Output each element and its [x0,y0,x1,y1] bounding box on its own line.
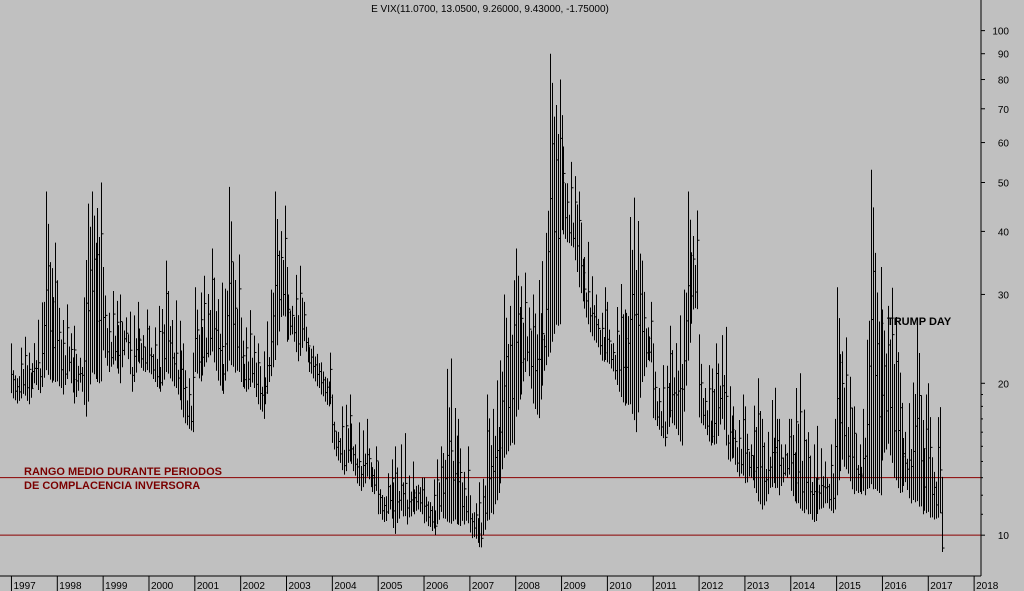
x-tick-label: 2018 [976,581,999,591]
x-tick-label: 2012 [701,581,724,591]
y-tick-label: 90 [998,50,1010,61]
x-tick-label: 2017 [930,581,953,591]
chart-title: E VIX(11.0700, 13.0500, 9.26000, 9.43000… [371,4,609,15]
x-tick-label: 2006 [426,581,449,591]
y-tick-label: 70 [998,105,1010,116]
x-tick-label: 1998 [59,581,82,591]
y-tick-label: 40 [998,227,1010,238]
x-tick-label: 2009 [564,581,587,591]
x-tick-label: 2014 [793,581,816,591]
x-tick-label: 2004 [334,581,357,591]
x-tick-label: 2016 [884,581,907,591]
ohlc-bars [11,53,945,553]
annotation-range-line2: DE COMPLACENCIA INVERSORA [24,480,200,492]
x-tick-label: 2015 [839,581,862,591]
x-tick-label: 2011 [655,581,677,591]
y-tick-label: 10 [998,531,1010,542]
x-tick-label: 2005 [380,581,403,591]
y-tick-label: 30 [998,290,1010,301]
y-tick-label: 20 [998,379,1010,390]
y-tick-label: 50 [998,179,1010,190]
y-tick-label: 100 [992,27,1009,38]
y-tick-label: 80 [998,76,1010,87]
x-tick-label: 2003 [289,581,312,591]
annotation-range-line1: RANGO MEDIO DURANTE PERIODOS [24,466,222,478]
x-tick-label: 2013 [747,581,770,591]
x-tick-label: 2000 [151,581,174,591]
x-tick-label: 1999 [105,581,128,591]
x-tick-label: 2010 [609,581,632,591]
x-tick-label: 2002 [243,581,266,591]
x-axis: 1997 1998 1999 2000 2001 2002 2003 2004 2005 2006… [10,576,999,591]
x-tick-label: 1997 [13,581,36,591]
x-tick-label: 2007 [472,581,495,591]
annotation-trump-day: TRUMP DAY [887,316,952,328]
y-tick-label: 60 [998,139,1010,150]
x-tick-label: 2001 [197,581,220,591]
y-axis: 10 20 30 40 50 60 70 80 90 100 [981,27,1010,542]
x-tick-label: 2008 [518,581,541,591]
